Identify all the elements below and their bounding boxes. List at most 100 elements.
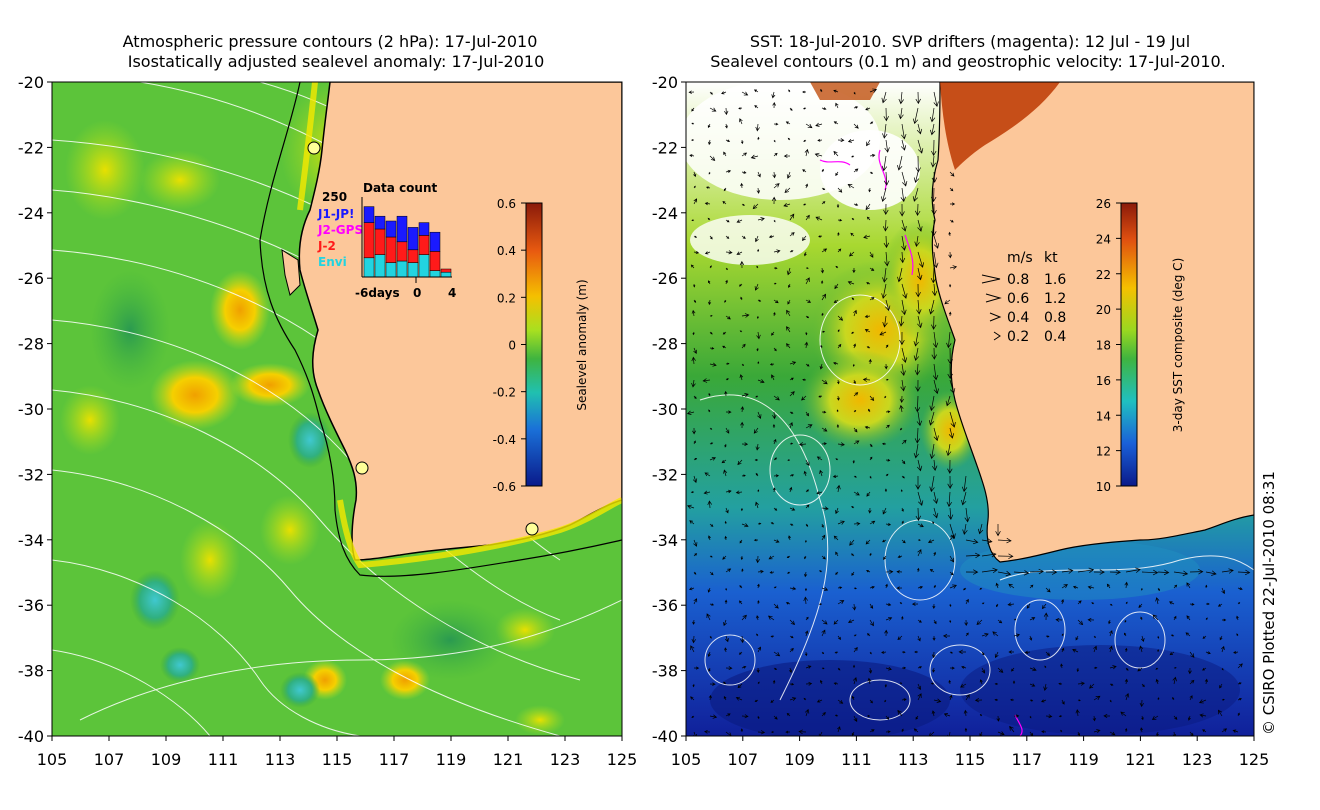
inset-bar-envi — [440, 271, 452, 278]
velocity-vector — [1189, 651, 1195, 658]
velocity-vector — [881, 91, 887, 104]
velocity-vector — [866, 633, 871, 637]
velocity-vector — [1045, 635, 1050, 638]
velocity-vector — [1233, 650, 1239, 654]
velocity-vector — [1217, 603, 1223, 607]
velocity-vector — [817, 138, 823, 142]
velocity-vector — [757, 411, 762, 419]
velocity-vector — [707, 123, 711, 129]
velocity-vector — [724, 107, 729, 116]
velocity-vector — [947, 507, 954, 520]
velocity-vector — [821, 312, 824, 317]
velocity-vector — [853, 475, 857, 478]
velocity-vector — [709, 346, 715, 350]
velocity-vector — [949, 187, 954, 192]
velocity-vector — [942, 633, 951, 639]
velocity-vector — [853, 343, 857, 349]
velocity-vector — [979, 731, 983, 736]
velocity-vector — [1137, 667, 1143, 672]
velocity-vector — [1089, 683, 1095, 689]
velocity-vector — [1058, 715, 1063, 718]
key-kt-value: 0.8 — [1044, 310, 1066, 326]
right-lat-label: -38 — [652, 662, 678, 681]
velocity-vector — [915, 715, 919, 720]
key-arrow — [993, 331, 1001, 341]
velocity-vector — [1139, 645, 1144, 653]
velocity-vector — [1169, 601, 1175, 605]
velocity-vector — [788, 89, 791, 93]
velocity-vector — [690, 264, 695, 269]
velocity-vector — [805, 315, 810, 319]
velocity-vector — [947, 731, 952, 736]
velocity-vector — [997, 537, 1012, 544]
velocity-vector — [837, 726, 841, 733]
velocity-vector — [929, 107, 936, 123]
velocity-vector — [853, 168, 859, 173]
velocity-vector — [896, 586, 903, 590]
velocity-vector — [853, 634, 857, 637]
velocity-vector — [932, 667, 936, 673]
velocity-vector — [802, 107, 807, 110]
velocity-vector — [756, 347, 759, 352]
velocity-vector — [708, 139, 712, 146]
velocity-vector — [789, 697, 797, 701]
velocity-vector — [786, 326, 791, 333]
right-lon-label: 115 — [955, 750, 986, 769]
velocity-vector — [992, 631, 999, 637]
velocity-vector — [773, 457, 778, 461]
velocity-vector — [949, 619, 952, 624]
velocity-vector — [930, 682, 935, 685]
velocity-vector — [708, 280, 711, 285]
velocity-vector — [1155, 678, 1159, 685]
velocity-vector — [708, 694, 712, 701]
velocity-vector — [933, 491, 939, 505]
left-lat-label: -24 — [18, 204, 44, 223]
velocity-vector — [693, 395, 697, 400]
velocity-vector — [836, 395, 840, 401]
velocity-vector — [1044, 665, 1047, 669]
velocity-vector — [773, 347, 777, 352]
left-lon-label: 105 — [37, 750, 68, 769]
velocity-vector — [884, 363, 888, 370]
velocity-vector — [740, 139, 744, 145]
inset-bar-j1 — [418, 222, 430, 236]
velocity-vector — [805, 489, 810, 493]
velocity-vector — [885, 583, 888, 589]
velocity-vector — [818, 235, 823, 238]
warm-offshore-patch — [810, 82, 880, 100]
velocity-vector — [945, 395, 951, 407]
velocity-vector — [1092, 715, 1096, 722]
velocity-vector — [821, 555, 826, 560]
velocity-vector — [739, 539, 743, 544]
right-map — [686, 82, 1254, 736]
sla-colorbar-tick-label: -0.4 — [493, 433, 516, 447]
velocity-vector — [1077, 699, 1081, 702]
velocity-vector — [833, 535, 839, 541]
velocity-vector — [805, 214, 810, 221]
key-arrow — [989, 312, 1002, 322]
velocity-vector — [853, 427, 858, 433]
velocity-vector — [724, 535, 728, 541]
velocity-vector — [947, 347, 953, 365]
velocity-vector — [1172, 731, 1177, 736]
velocity-vector — [723, 151, 727, 157]
velocity-vector — [1186, 582, 1191, 589]
velocity-vector — [773, 299, 779, 304]
velocity-vector — [1237, 698, 1242, 701]
velocity-vector — [852, 677, 858, 685]
velocity-vector — [741, 152, 748, 157]
velocity-vector — [835, 507, 839, 515]
inset-bar-j2 — [429, 251, 441, 271]
velocity-vector — [868, 187, 872, 193]
velocity-vector — [772, 171, 777, 179]
velocity-vector — [741, 313, 750, 318]
velocity-vector — [961, 475, 968, 493]
velocity-vector — [741, 523, 749, 528]
velocity-vector — [818, 395, 823, 398]
velocity-vector — [931, 139, 937, 157]
velocity-vector — [1124, 692, 1130, 701]
sst-colorbar-tick-label: 26 — [1096, 197, 1111, 211]
velocity-vector — [868, 358, 872, 365]
velocity-vector — [1029, 683, 1036, 687]
